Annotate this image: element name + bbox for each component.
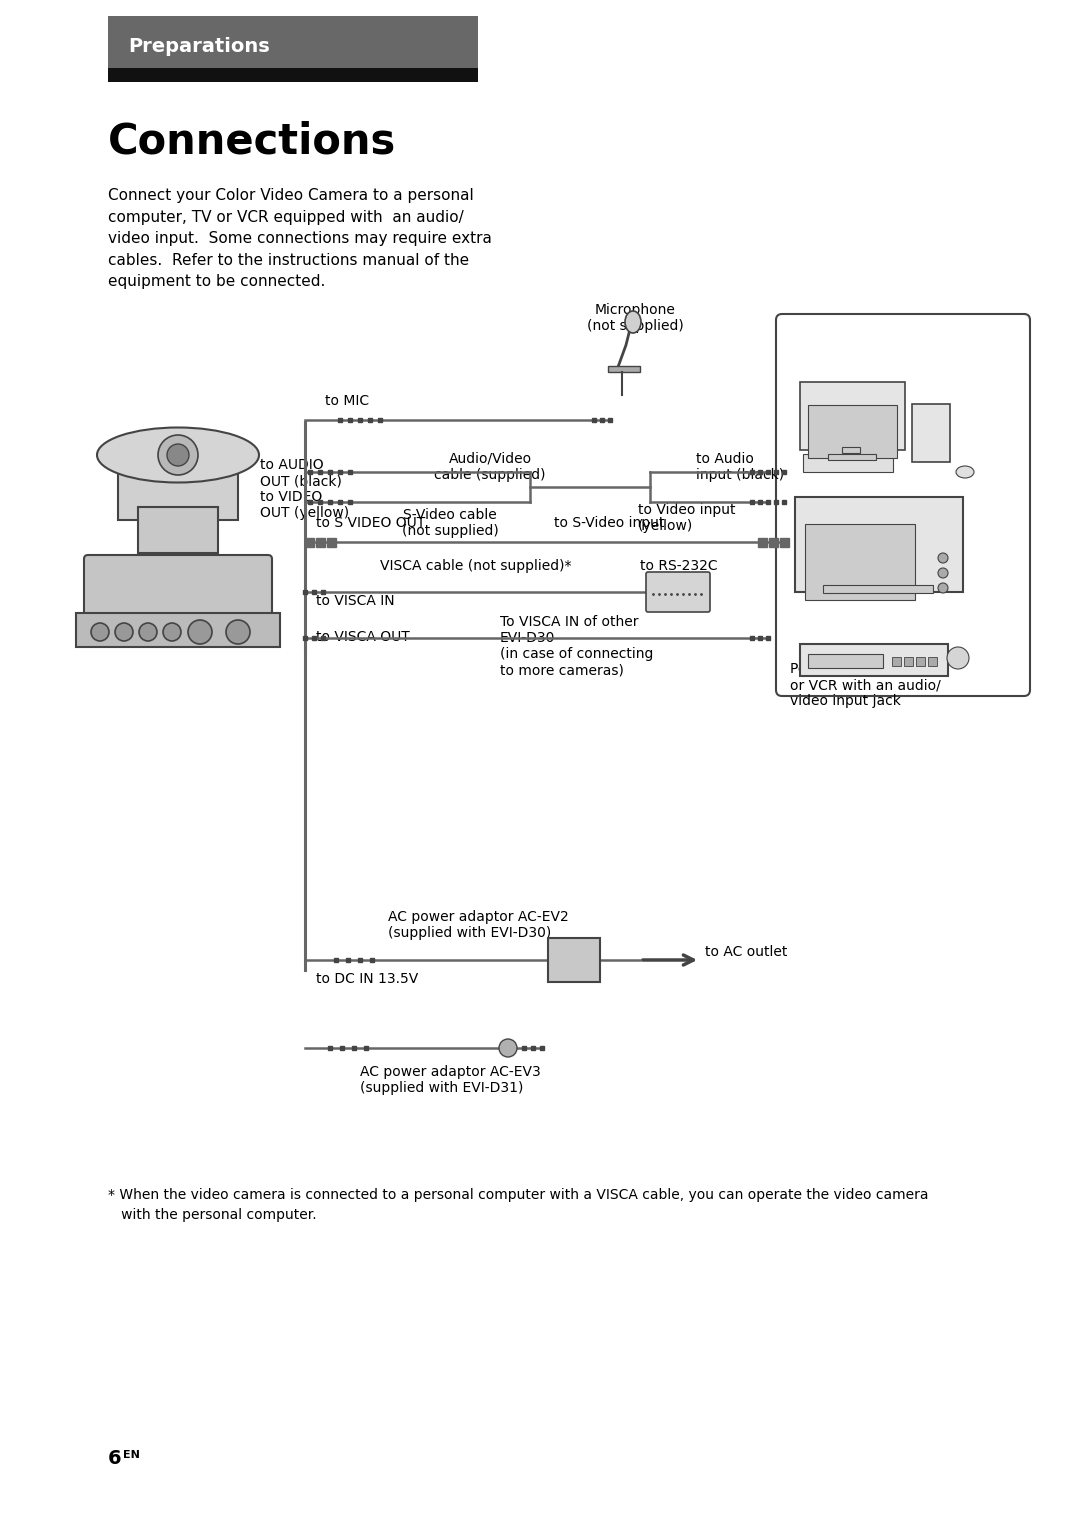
Circle shape xyxy=(947,646,969,669)
FancyBboxPatch shape xyxy=(84,555,272,620)
Bar xyxy=(892,657,901,666)
Text: Connect your Color Video Camera to a personal
computer, TV or VCR equipped with : Connect your Color Video Camera to a per… xyxy=(108,188,491,289)
Text: VISCA cable (not supplied)*: VISCA cable (not supplied)* xyxy=(380,559,571,573)
Text: To VISCA IN of other
EVI-D30
(in case of connecting
to more cameras): To VISCA IN of other EVI-D30 (in case of… xyxy=(500,614,653,677)
Bar xyxy=(823,585,933,593)
Text: AC power adaptor AC-EV3
(supplied with EVI-D31): AC power adaptor AC-EV3 (supplied with E… xyxy=(360,1065,541,1096)
Bar xyxy=(805,524,915,601)
Circle shape xyxy=(114,623,133,642)
Text: to S-Video input: to S-Video input xyxy=(554,516,664,530)
Bar xyxy=(108,15,478,70)
Text: Personal computer, TV
or VCR with an audio/
video input jack: Personal computer, TV or VCR with an aud… xyxy=(789,662,947,709)
Text: to VIDEO
OUT (yellow): to VIDEO OUT (yellow) xyxy=(260,490,349,520)
Circle shape xyxy=(188,620,212,643)
Bar xyxy=(305,538,314,547)
Bar xyxy=(912,403,950,461)
Text: * When the video camera is connected to a personal computer with a VISCA cable, : * When the video camera is connected to … xyxy=(108,1187,929,1221)
FancyBboxPatch shape xyxy=(646,571,710,613)
Text: to MIC: to MIC xyxy=(325,394,369,408)
Text: 6: 6 xyxy=(108,1449,122,1468)
Circle shape xyxy=(939,584,948,593)
Bar xyxy=(548,938,600,983)
Text: to VISCA OUT: to VISCA OUT xyxy=(316,630,409,643)
Circle shape xyxy=(499,1039,517,1057)
Circle shape xyxy=(939,553,948,562)
Bar xyxy=(928,657,937,666)
Text: S-Video cable
(not supplied): S-Video cable (not supplied) xyxy=(402,507,498,538)
Bar xyxy=(108,69,478,83)
Text: AC power adaptor AC-EV2
(supplied with EVI-D30): AC power adaptor AC-EV2 (supplied with E… xyxy=(388,909,569,940)
Ellipse shape xyxy=(956,466,974,478)
Bar xyxy=(800,382,905,451)
Bar xyxy=(769,538,778,547)
Circle shape xyxy=(91,623,109,642)
Text: to VISCA IN: to VISCA IN xyxy=(316,594,394,608)
Bar xyxy=(780,538,789,547)
Text: to Audio
input (black): to Audio input (black) xyxy=(696,452,784,483)
Bar xyxy=(842,448,860,452)
Ellipse shape xyxy=(625,312,642,333)
Bar xyxy=(800,643,948,675)
Bar xyxy=(138,507,218,553)
Bar xyxy=(808,405,897,458)
Bar xyxy=(795,497,963,591)
Bar xyxy=(828,454,876,460)
Circle shape xyxy=(139,623,157,642)
Bar xyxy=(904,657,913,666)
Bar xyxy=(316,538,325,547)
Bar xyxy=(804,454,893,472)
Text: to AC outlet: to AC outlet xyxy=(705,944,787,960)
Text: Audio/Video
cable (supplied): Audio/Video cable (supplied) xyxy=(434,452,545,483)
Circle shape xyxy=(226,620,249,643)
Text: to S VIDEO OUT: to S VIDEO OUT xyxy=(316,516,426,530)
Text: to Video input
(yellow): to Video input (yellow) xyxy=(638,503,735,533)
FancyBboxPatch shape xyxy=(777,313,1030,695)
Bar xyxy=(118,458,238,520)
Bar xyxy=(758,538,767,547)
Circle shape xyxy=(167,445,189,466)
Circle shape xyxy=(939,568,948,578)
Text: to DC IN 13.5V: to DC IN 13.5V xyxy=(316,972,418,986)
Text: to AUDIO
OUT (black): to AUDIO OUT (black) xyxy=(260,458,342,489)
Bar xyxy=(76,613,280,646)
Text: Connections: Connections xyxy=(108,121,396,162)
Ellipse shape xyxy=(97,428,259,483)
Bar xyxy=(327,538,336,547)
Text: Microphone
(not supplied): Microphone (not supplied) xyxy=(586,303,684,333)
Text: to RS-232C: to RS-232C xyxy=(640,559,717,573)
Bar xyxy=(608,367,640,371)
Circle shape xyxy=(158,435,198,475)
Bar xyxy=(916,657,924,666)
Circle shape xyxy=(163,623,181,642)
Bar xyxy=(808,654,883,668)
Text: EN: EN xyxy=(123,1450,140,1459)
Text: Preparations: Preparations xyxy=(129,38,270,57)
